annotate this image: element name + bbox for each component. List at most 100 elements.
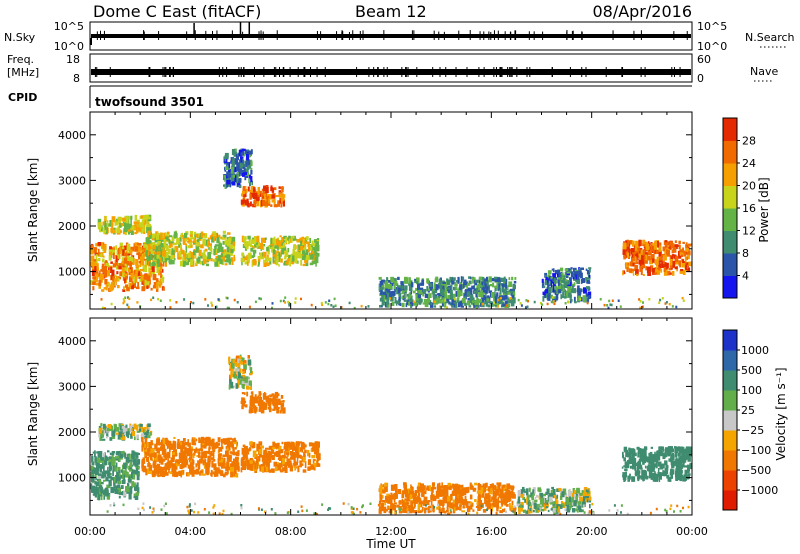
echo-cell (97, 451, 102, 458)
echo-cell (671, 249, 674, 254)
echo-cell (573, 282, 576, 286)
echo-cell (408, 301, 411, 306)
echo-cell (145, 260, 148, 266)
echo-cell (205, 462, 209, 468)
echo-cell (116, 271, 119, 275)
echo-cell (560, 295, 565, 299)
echo-cell (494, 276, 498, 280)
echo-cell (304, 238, 306, 241)
echo-cell (243, 236, 247, 240)
echo-cell (249, 457, 253, 461)
echo-cell (110, 261, 113, 264)
echo-cell (534, 499, 538, 503)
echo-cell (215, 470, 219, 477)
echo-cell (155, 467, 158, 474)
echo-cell (508, 298, 511, 301)
echo-cell (441, 482, 443, 488)
echo-cell (282, 243, 286, 248)
echo-cell (499, 287, 502, 295)
echo-cell (99, 222, 102, 229)
echo-cell (454, 281, 457, 287)
echo-cell (666, 270, 671, 276)
echo-cell (552, 505, 556, 508)
echo-cell (170, 443, 174, 450)
echo-cell (225, 438, 229, 445)
echo-cell (231, 461, 235, 467)
noise-search-label: N.Search (745, 31, 795, 44)
echo-cell (443, 485, 447, 492)
echo-cell (401, 490, 405, 496)
echo-cell (681, 263, 686, 268)
echo-cell (267, 406, 270, 410)
echo-cell (183, 442, 186, 449)
echo-cell (235, 154, 238, 159)
echo-cell (234, 468, 237, 475)
echo-cell (249, 447, 252, 451)
echo-cell (310, 465, 315, 470)
echo-cell (446, 306, 449, 309)
echo-cell (586, 286, 590, 290)
echo-cell (223, 175, 226, 178)
echo-cell (438, 509, 442, 514)
echo-cell (186, 459, 189, 466)
echo-cell (417, 490, 420, 494)
echo-cell (92, 260, 97, 267)
echo-cell (631, 240, 635, 247)
echo-cell (165, 437, 168, 444)
echo-cell (129, 486, 133, 489)
echo-cell (457, 297, 460, 302)
echo-cell (204, 437, 209, 442)
echo-cell (231, 236, 236, 243)
echo-cell (235, 383, 239, 389)
nave-right-tick-bottom: 0 (697, 72, 704, 85)
echo-cell (588, 275, 591, 278)
echo-cell (662, 247, 666, 251)
echo-cell (564, 493, 568, 497)
echo-cell (133, 269, 136, 276)
echo-cell (569, 281, 572, 289)
echo-cell (248, 238, 251, 245)
echo-cell (225, 446, 228, 449)
echo-cell (207, 259, 210, 262)
echo-cell (433, 300, 436, 304)
echo-cell (159, 263, 163, 267)
echo-cell (134, 214, 138, 221)
echo-cell (484, 279, 486, 286)
echo-cell (134, 242, 139, 249)
echo-cell (460, 282, 463, 285)
echo-cell (104, 270, 108, 278)
echo-cell (131, 285, 134, 290)
echo-cell (129, 256, 133, 263)
echo-cell (101, 471, 105, 475)
echo-cell (218, 261, 220, 267)
echo-cell (103, 246, 107, 253)
echo-cell (141, 465, 145, 469)
echo-cell (311, 455, 315, 459)
echo-cell (243, 239, 247, 243)
echo-cell (462, 276, 465, 282)
echo-cell (254, 260, 257, 265)
echo-cell (687, 245, 690, 253)
echo-cell (184, 441, 189, 446)
echo-cell (169, 299, 172, 302)
echo-cell (287, 258, 290, 263)
echo-cell (270, 237, 273, 245)
freq-trace (91, 67, 691, 77)
echo-cell (410, 506, 415, 513)
echo-cell (176, 237, 180, 245)
echo-cell (295, 461, 298, 465)
echo-cell (266, 467, 270, 472)
echo-cell (503, 508, 506, 511)
echo-cell (113, 480, 116, 486)
echo-cell (204, 463, 206, 469)
echo-cell (91, 485, 94, 493)
echo-cell (502, 508, 505, 513)
echo-cell (226, 232, 231, 235)
power-colorbar-label: Power [dB] (757, 177, 771, 242)
echo-cell (367, 305, 370, 308)
echo-cell (109, 452, 113, 456)
echo-cell (124, 215, 128, 222)
echo-cell (405, 303, 408, 308)
echo-cell (109, 284, 113, 292)
echo-cell (288, 235, 291, 239)
